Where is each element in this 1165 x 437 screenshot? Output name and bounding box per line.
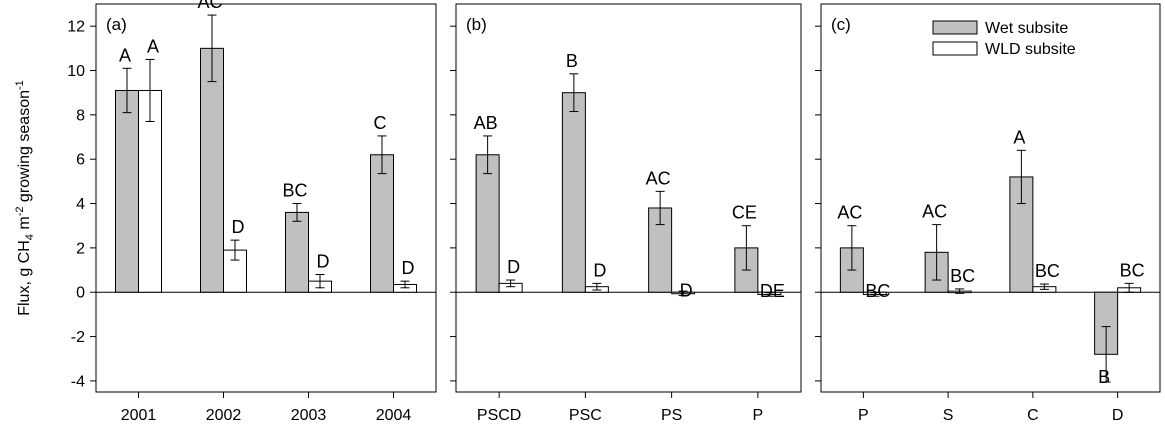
bar-wet-psc [561, 92, 586, 293]
bar-wet-pscd [475, 154, 500, 293]
significance-letter: A [147, 36, 159, 56]
ylabel-subscript: 4 [24, 234, 36, 240]
y-tick-label: 8 [76, 107, 85, 124]
significance-letter: D [402, 258, 415, 278]
significance-letter: B [566, 51, 578, 71]
x-tick-label: C [1027, 407, 1039, 424]
significance-letter: BC [1120, 260, 1145, 280]
ylabel-part: Flux, g CH [16, 240, 33, 316]
x-tick-label: P [753, 407, 764, 424]
panel-frame [820, 3, 1161, 393]
y-tick-label: 2 [76, 240, 85, 257]
significance-letter: D [593, 260, 606, 280]
ylabel-superscript: -2 [14, 207, 26, 217]
x-tick-label: PSC [569, 407, 602, 424]
significance-letter: D [507, 257, 520, 277]
y-tick-label: -4 [71, 373, 85, 390]
significance-letter: BC [282, 181, 307, 201]
y-tick-label: -2 [71, 329, 85, 346]
bar-wet-2004 [370, 154, 394, 293]
significance-letter: DE [760, 281, 785, 301]
x-tick-label: 2002 [206, 407, 242, 424]
panel-label: (a) [106, 15, 127, 34]
panel-2: (b) PSCD AB D PSC B D PS AC D P CE DE [450, 3, 802, 424]
significance-letter: BC [950, 266, 975, 286]
significance-letter: A [119, 45, 131, 65]
significance-letter: B [1098, 367, 1110, 387]
significance-letter: D [232, 217, 245, 237]
legend-swatch-wet [932, 20, 978, 35]
x-tick-label: D [1112, 407, 1124, 424]
bar-wet-2003 [285, 211, 309, 293]
significance-letter: AC [646, 168, 671, 188]
x-tick-label: PSCD [477, 407, 521, 424]
y-tick-label: 10 [67, 63, 85, 80]
y-tick-label: 4 [76, 196, 85, 213]
bar-wet-2001 [115, 89, 139, 293]
x-tick-label: S [943, 407, 954, 424]
ylabel-superscript: -1 [14, 80, 26, 90]
significance-letter: A [1013, 127, 1025, 147]
ylabel-part: growing season [16, 90, 33, 207]
significance-letter: AB [474, 113, 498, 133]
significance-letter: D [680, 281, 693, 301]
y-tick-label: 12 [67, 19, 85, 36]
x-tick-label: 2001 [121, 407, 157, 424]
panel-frame [455, 3, 802, 393]
ylabel-part: m [16, 216, 33, 234]
panel-label: (c) [831, 15, 851, 34]
x-tick-label: 2004 [376, 407, 412, 424]
x-tick-label: 2003 [291, 407, 327, 424]
legend-label-wet: Wet subsite [985, 20, 1068, 37]
panel-label: (b) [466, 15, 487, 34]
y-tick-label: 0 [76, 285, 85, 302]
significance-letter: AC [837, 203, 862, 223]
y-axis-label: Flux, g CH4 m-2 growing season-1 [14, 80, 36, 316]
significance-letter: C [374, 113, 387, 133]
y-tick-label: 6 [76, 152, 85, 169]
significance-letter: D [317, 251, 330, 271]
significance-letter: AC [922, 202, 947, 222]
x-tick-label: P [858, 407, 869, 424]
legend-label-wld: WLD subsite [985, 41, 1076, 58]
legend: Wet subsite WLD subsite [932, 20, 1076, 58]
panel-3: (c) P AC BC S AC BC C A BC D B BC [815, 3, 1161, 424]
panel-frame [95, 3, 437, 393]
significance-letter: AC [197, 0, 222, 12]
panel-1: -4 -2 0 2 4 6 8 10 12 (a) 2001 A A 2002 AC D 2003 BC D 2004… [67, 0, 437, 424]
significance-letter: BC [1035, 261, 1060, 281]
legend-swatch-wld [932, 41, 978, 56]
significance-letter: CE [732, 203, 757, 223]
bar-wet-2002 [200, 47, 224, 293]
y-axis-title: Flux, g CH4 m-2 growing season-1 [14, 80, 36, 316]
significance-letter: BC [865, 281, 890, 301]
x-tick-label: PS [661, 407, 682, 424]
